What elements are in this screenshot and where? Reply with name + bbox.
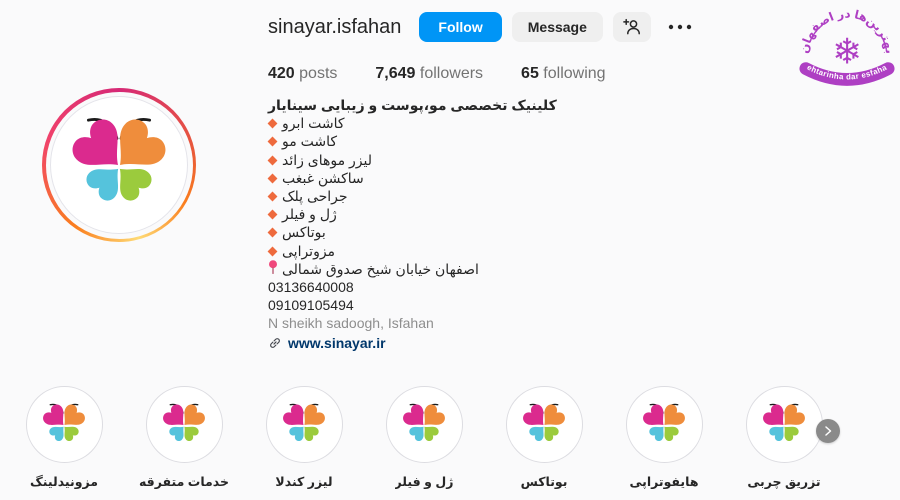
following-count[interactable]: 65 following — [521, 65, 606, 82]
orange-diamond-icon — [267, 209, 278, 220]
story-gradient-ring — [42, 88, 196, 242]
orange-diamond-icon — [267, 173, 278, 184]
clinic-clover-logo-icon — [521, 402, 567, 448]
add-person-button[interactable] — [612, 12, 651, 42]
bio-phone-1: 03136640008 — [268, 279, 354, 296]
message-button[interactable]: Message — [511, 12, 603, 42]
highlight-label: خدمات متفرقه — [138, 475, 230, 489]
highlight-item[interactable]: لیزر کندلا — [244, 386, 364, 489]
highlight-label: تزریق چربی — [747, 475, 821, 489]
follow-button[interactable]: Follow — [419, 12, 502, 42]
highlight-item[interactable]: خدمات متفرقه — [124, 386, 244, 489]
bio-service-item: کاشت ابرو — [267, 114, 698, 132]
profile-stats: 420 posts 7,649 followers 65 following — [268, 65, 888, 83]
highlight-label: بوتاکس — [520, 475, 568, 489]
bio-website-row: www.sinayar.ir — [268, 334, 698, 352]
orange-diamond-icon — [267, 136, 278, 147]
bio-phone-2: 09109105494 — [268, 297, 354, 314]
bio-service-item: ژل و فیلر — [267, 205, 698, 223]
orange-diamond-icon — [267, 191, 278, 202]
bio-service-item: کاشت مو — [267, 132, 698, 150]
bio-service-item: جراحی پلک — [267, 187, 698, 205]
orange-diamond-icon — [267, 246, 278, 257]
chevron-right-icon — [825, 426, 832, 436]
more-options-button[interactable] — [663, 10, 697, 44]
highlight-label: مزونیدلینگ — [30, 475, 98, 489]
add-person-icon — [623, 18, 640, 35]
clinic-clover-logo-icon — [641, 402, 687, 448]
bio-service-item: لیزر موهای زائد — [267, 151, 698, 169]
bio-service-item: ساکشن غبغب — [267, 169, 698, 187]
bio-service-list: کاشت ابرو کاشت مو لیزر موهای زائد ساکشن … — [267, 114, 698, 260]
clinic-clover-logo-icon — [281, 402, 327, 448]
clinic-clover-logo-icon — [68, 114, 170, 216]
username: sinayar.isfahan — [268, 15, 402, 38]
followers-count[interactable]: 7,649 followers — [375, 65, 484, 82]
bio-title: کلینیک تخصصی مو،پوست و زیبایی سینایار — [268, 97, 557, 113]
highlight-item[interactable]: ژل و فیلر — [364, 386, 484, 489]
clinic-clover-logo-icon — [161, 402, 207, 448]
three-dots-icon — [668, 24, 692, 30]
profile-info: sinayar.isfahan Follow Message 420 p — [267, 10, 888, 352]
highlights-next-button[interactable] — [816, 419, 840, 443]
chain-link-icon — [270, 337, 280, 348]
bio-service-item: بوتاکس — [267, 223, 698, 241]
profile-bio: کلینیک تخصصی مو،پوست و زیبایی سینایار کا… — [267, 96, 698, 352]
bio-service-item: مزوتراپی — [267, 242, 698, 260]
highlight-item[interactable]: مزونیدلینگ — [4, 386, 124, 489]
highlight-label: لیزر کندلا — [275, 475, 333, 489]
orange-diamond-icon — [267, 155, 278, 166]
bio-location-en: N sheikh sadoogh, Isfahan — [268, 315, 434, 332]
clinic-clover-logo-icon — [401, 402, 447, 448]
profile-header-row: sinayar.isfahan Follow Message — [268, 10, 888, 44]
orange-diamond-icon — [267, 227, 278, 238]
pushpin-icon — [269, 260, 277, 274]
website-link[interactable]: www.sinayar.ir — [288, 334, 386, 351]
highlight-item[interactable]: هایفوتراپی — [604, 386, 724, 489]
bio-location-fa: اصفهان خیابان شیخ صدوق شمالی — [268, 260, 698, 278]
clinic-clover-logo-icon — [761, 402, 807, 448]
clinic-clover-logo-icon — [41, 402, 87, 448]
highlight-label: ژل و فیلر — [394, 475, 454, 489]
highlight-label: هایفوتراپی — [629, 475, 699, 489]
posts-count: 420 posts — [268, 65, 338, 82]
profile-avatar[interactable] — [42, 88, 196, 242]
orange-diamond-icon — [267, 118, 278, 129]
highlight-item[interactable]: تزریق چربی — [724, 386, 844, 489]
story-highlights-row: مزونیدلینگ خدمات متفرقه لیزر کندلا ژل و … — [4, 386, 844, 489]
highlight-item[interactable]: بوتاکس — [484, 386, 604, 489]
